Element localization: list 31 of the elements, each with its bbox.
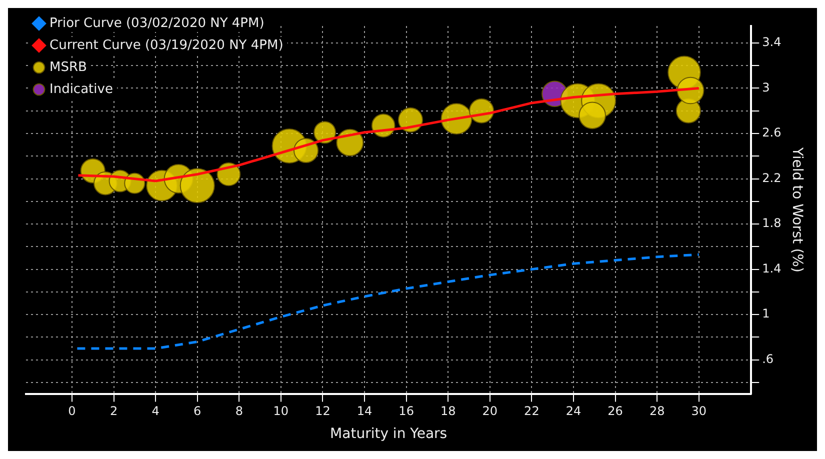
y-axis-title: Yield to Worst (%) xyxy=(788,146,805,272)
x-axis-title: Maturity in Years xyxy=(330,426,448,442)
y-tick-label: 2.6 xyxy=(762,126,782,140)
legend-label: Current Curve (03/19/2020 NY 4PM) xyxy=(50,38,284,53)
y-tick-label: 2.2 xyxy=(762,170,782,185)
x-tick-label: 6 xyxy=(194,404,202,418)
y-tick-label: 1.8 xyxy=(762,216,782,230)
legend-label: Prior Curve (03/02/2020 NY 4PM) xyxy=(50,16,264,31)
y-tick-label: 1 xyxy=(762,306,770,321)
legend-label: Indicative xyxy=(50,82,113,97)
x-tick-label: 2 xyxy=(110,404,118,418)
x-tick-label: 24 xyxy=(566,404,582,418)
y-tick-label: 1.4 xyxy=(762,261,782,276)
x-tick-label: 26 xyxy=(608,404,623,418)
x-tick-label: 10 xyxy=(273,404,289,418)
x-tick-label: 8 xyxy=(235,404,243,418)
x-tick-label: 30 xyxy=(691,404,707,418)
x-tick-label: 12 xyxy=(315,404,330,418)
x-tick-label: 18 xyxy=(440,404,456,418)
x-tick-label: 22 xyxy=(524,404,540,418)
x-tick-label: 14 xyxy=(356,404,372,418)
legend-label: MSRB xyxy=(50,60,87,75)
x-tick-label: 28 xyxy=(649,404,665,418)
line-series xyxy=(76,253,700,350)
x-tick-label: 16 xyxy=(398,404,414,418)
x-tick-label: 20 xyxy=(482,404,498,418)
y-tick-label: .6 xyxy=(762,352,774,366)
y-tick-label: 3.4 xyxy=(762,35,782,50)
x-tick-label: 4 xyxy=(152,404,160,418)
x-tick-label: 0 xyxy=(68,404,76,418)
y-tick-label: 3 xyxy=(762,80,770,94)
